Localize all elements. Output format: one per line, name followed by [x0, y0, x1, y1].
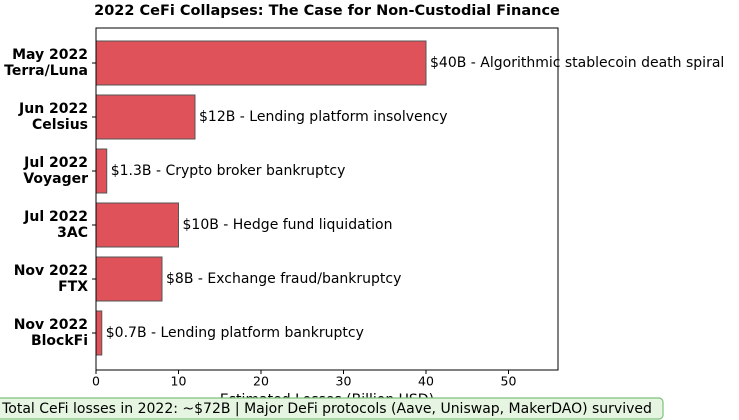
- bar: [95, 40, 427, 86]
- y-tick-label: May 2022: [12, 47, 88, 63]
- x-tick-label: 50: [501, 374, 517, 389]
- y-tick-label: Jul 2022: [23, 155, 88, 171]
- x-tick-label: 0: [92, 374, 100, 389]
- value-label: $40B - Algorithmic stablecoin death spir…: [430, 55, 724, 71]
- bar: [95, 94, 196, 140]
- value-label: $8B - Exchange fraud/bankruptcy: [166, 271, 401, 287]
- x-tick-label: 30: [336, 374, 352, 389]
- plot-frame: [95, 27, 559, 371]
- y-tick-label: Jul 2022: [23, 209, 88, 225]
- bar: [95, 202, 179, 248]
- bar: [95, 256, 163, 302]
- y-tick-label: Nov 2022: [14, 317, 88, 333]
- x-tick-label: 20: [253, 374, 269, 389]
- value-label: $1.3B - Crypto broker bankruptcy: [111, 163, 346, 179]
- bar: [95, 148, 108, 194]
- x-tick-label: 10: [171, 374, 187, 389]
- y-tick-label: Celsius: [32, 117, 88, 133]
- y-tick-label: Jun 2022: [18, 101, 88, 117]
- y-tick-label: Nov 2022: [14, 263, 88, 279]
- chart-title: 2022 CeFi Collapses: The Case for Non-Cu…: [94, 3, 560, 19]
- x-tick-label: 40: [418, 374, 434, 389]
- value-label: $0.7B - Lending platform bankruptcy: [106, 325, 364, 341]
- y-tick-label: Terra/Luna: [4, 63, 88, 79]
- y-tick-label: 3AC: [57, 225, 88, 241]
- value-label: $12B - Lending platform insolvency: [199, 109, 448, 125]
- y-tick-label: Voyager: [23, 171, 88, 187]
- value-label: $10B - Hedge fund liquidation: [183, 217, 393, 233]
- annotation: Total CeFi losses in 2022: ~$72B | Major…: [1, 401, 652, 417]
- y-tick-label: BlockFi: [31, 333, 88, 349]
- bar: [95, 310, 103, 356]
- annotation-box: [0, 397, 664, 420]
- y-tick-label: FTX: [58, 279, 88, 295]
